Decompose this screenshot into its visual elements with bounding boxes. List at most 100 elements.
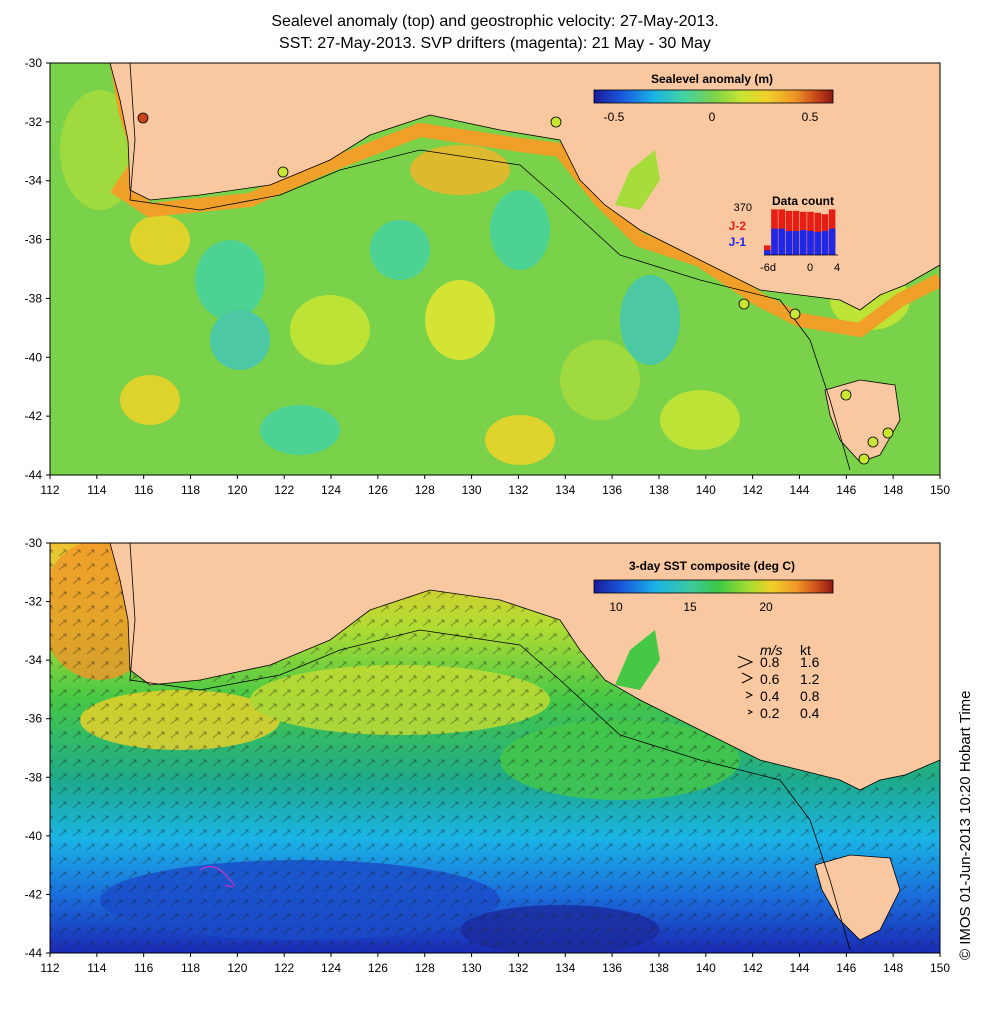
j1-count-bar: [792, 231, 800, 255]
bottom-x-tick-label: 130: [462, 961, 482, 975]
legend-arrow-0.6: [741, 672, 754, 684]
legend-kt-4: 0.4: [800, 705, 820, 721]
bottom-x-tick-label: 124: [321, 961, 341, 975]
top-y-tick-label: -34: [25, 174, 43, 188]
bottom-x-tick-label: 116: [134, 961, 153, 975]
bottom-x-tick-label: 128: [415, 961, 435, 975]
bottom-x-tick-label: 142: [743, 961, 763, 975]
legend-ms-1: 0.8: [760, 654, 780, 670]
bottom-y-tick-label: -38: [25, 770, 43, 784]
bottom-x-tick-label: 140: [696, 961, 716, 975]
legend-ms-4: 0.2: [760, 705, 780, 721]
data-count-title: Data count: [772, 194, 834, 208]
j2-label: J-2: [729, 219, 747, 233]
bottom-x-tick-label: 118: [181, 961, 200, 975]
top-x-tick-label: 138: [649, 483, 669, 497]
sst-tick-20: 20: [759, 600, 773, 614]
j1-label: J-1: [729, 235, 747, 249]
australia-land: [109, 63, 940, 311]
legend-header-ms: m/s: [760, 642, 783, 658]
top-y-tick-label: -36: [25, 233, 43, 247]
bottom-y-tick-label: -42: [25, 887, 43, 901]
sla-colorbar-title: Sealevel anomaly (m): [651, 72, 773, 86]
j1-count-bar: [821, 231, 829, 255]
bottom-x-tick-label: 114: [87, 961, 106, 975]
top-map-panel: [50, 63, 940, 475]
spencer-gulf: [615, 150, 660, 210]
legend-arrow-0.4: [745, 691, 754, 699]
bottom-x-tick-label: 144: [789, 961, 809, 975]
legend-ms-2: 0.6: [760, 671, 780, 687]
j1-count-bar: [800, 230, 807, 255]
top-x-tick-label: 114: [87, 483, 106, 497]
top-y-tick-label: -30: [25, 56, 43, 70]
tide-gauge-markers: [137, 112, 894, 465]
j1-count-bar: [771, 228, 778, 255]
copyright-text: © IMOS 01-Jun-2013 10:20 Hobart Time: [957, 690, 974, 960]
bottom-x-tick-label: 150: [930, 961, 950, 975]
legend-kt-3: 0.8: [800, 688, 820, 704]
j1-count-bar: [807, 231, 814, 255]
top-y-tick-label: -40: [25, 350, 43, 364]
bottom-x-tick-label: 112: [40, 961, 59, 975]
top-x-tick-label: 118: [181, 483, 200, 497]
j1-count-bar: [828, 228, 836, 255]
bottom-y-tick-label: -44: [25, 946, 43, 960]
top-x-tick-label: 146: [836, 483, 856, 497]
sst-colorbar-ramp: [593, 579, 834, 594]
top-map-frame: [49, 62, 941, 476]
sla-tick-pos: 0.5: [802, 110, 819, 124]
top-y-tick-label: -42: [25, 409, 43, 423]
sla-tick-neg: -0.5: [604, 110, 625, 124]
top-x-tick-label: 128: [415, 483, 435, 497]
legend-arrow-0.8: [737, 655, 754, 669]
legend-header-kt: kt: [800, 642, 811, 658]
bottom-map-frame: [49, 542, 941, 954]
top-y-tick-label: -44: [25, 468, 43, 482]
sst-tick-10: 10: [609, 600, 623, 614]
bottom-y-tick-label: -36: [25, 712, 43, 726]
spencer-gulf-bottom: [615, 630, 660, 690]
axes-labels: 112 114 116 118 120 122 124 126 128 130 132 134 136 1…: [25, 56, 951, 975]
top-x-tick-label: 120: [227, 483, 247, 497]
top-x-tick-label: 116: [134, 483, 153, 497]
sla-colorbar-ramp: [593, 89, 834, 104]
data-count-max: 370: [734, 202, 752, 214]
bottom-y-tick-label: -40: [25, 829, 43, 843]
title-line-1: Sealevel anomaly (top) and geostrophic v…: [271, 13, 719, 30]
top-y-tick-label: -38: [25, 291, 43, 305]
top-x-tick-label: 136: [602, 483, 622, 497]
bottom-x-tick-label: 146: [836, 961, 856, 975]
top-x-tick-label: 134: [555, 483, 575, 497]
tasmania-land: [824, 379, 901, 463]
bottom-x-tick-label: 148: [883, 961, 903, 975]
tasmania-land-bottom: [814, 854, 901, 941]
top-x-tick-label: 122: [274, 483, 294, 497]
bottom-x-tick-label: 120: [227, 961, 247, 975]
bottom-x-tick-label: 122: [274, 961, 294, 975]
legend-ms-3: 0.4: [760, 688, 780, 704]
j1-count-bar: [778, 228, 785, 255]
top-x-tick-label: 130: [462, 483, 482, 497]
bottom-x-tick-label: 138: [649, 961, 669, 975]
sst-colorbar-title: 3-day SST composite (deg C): [629, 559, 795, 573]
legend-kt-1: 1.6: [800, 654, 820, 670]
j1-count-bar: [785, 231, 793, 255]
bottom-y-tick-label: -30: [25, 536, 43, 550]
bottom-map-panel: [50, 543, 940, 953]
sst-tick-15: 15: [683, 600, 697, 614]
count-x-label-end: 4: [834, 262, 840, 274]
legend-arrow-0.2: [747, 709, 754, 715]
top-x-tick-label: 140: [696, 483, 716, 497]
top-x-tick-label: 124: [321, 483, 341, 497]
sst-colorbar: 3-day SST composite (deg C) 10 15 20: [593, 559, 834, 614]
svp-drifter-track: [199, 866, 235, 888]
sla-coastal-band: [110, 63, 940, 338]
top-x-tick-label: 150: [930, 483, 950, 497]
bathymetry-contour-bottom: [129, 543, 851, 951]
top-x-tick-label: 148: [883, 483, 903, 497]
velocity-legend: m/s kt 0.8 1.6 0.6 1.2 0.4 0.8 0.2 0.4: [737, 642, 820, 721]
legend-kt-2: 1.2: [800, 671, 820, 687]
count-x-label-start: -6d: [760, 262, 776, 274]
sla-anomaly-field: [60, 90, 910, 465]
